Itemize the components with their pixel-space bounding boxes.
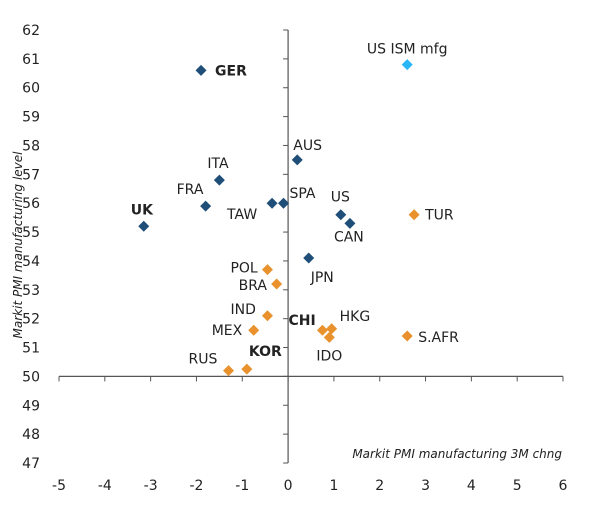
point-label-ita: ITA bbox=[207, 156, 229, 172]
data-point-ger bbox=[195, 64, 207, 76]
data-point-us bbox=[335, 209, 347, 221]
data-point-can bbox=[344, 217, 356, 229]
data-point-us-ism-mfg bbox=[401, 59, 413, 71]
data-point-pol bbox=[261, 264, 273, 276]
point-label-ido: IDO bbox=[316, 348, 342, 364]
data-point-fra bbox=[200, 200, 212, 212]
x-tick-label: 4 bbox=[467, 478, 476, 494]
y-tick-label: 60 bbox=[22, 81, 40, 97]
point-label-mex: MEX bbox=[212, 323, 243, 339]
data-point-kor bbox=[241, 363, 253, 375]
x-axis-title: Markit PMI manufacturing 3M chng bbox=[352, 447, 562, 461]
y-tick-label: 48 bbox=[22, 427, 40, 443]
x-tick-label: -3 bbox=[144, 478, 158, 494]
point-label-pol: POL bbox=[230, 261, 257, 277]
data-point-jpn bbox=[303, 252, 315, 264]
x-tick-label: 5 bbox=[513, 478, 522, 494]
y-tick-label: 51 bbox=[22, 341, 40, 357]
point-label-bra: BRA bbox=[239, 278, 268, 294]
point-label-hkg: HKG bbox=[340, 309, 371, 325]
data-point-hkg bbox=[326, 323, 338, 335]
y-tick-label: 57 bbox=[22, 167, 40, 183]
y-tick-label: 62 bbox=[22, 23, 40, 39]
data-point-s-afr bbox=[401, 330, 413, 342]
point-label-taw: TAW bbox=[226, 207, 257, 223]
y-tick-label: 53 bbox=[22, 283, 40, 299]
point-label-jpn: JPN bbox=[310, 270, 334, 286]
x-tick-label: -2 bbox=[189, 478, 203, 494]
y-tick-label: 55 bbox=[22, 225, 40, 241]
point-label-can: CAN bbox=[334, 229, 364, 245]
point-label-s-afr: S.AFR bbox=[418, 330, 459, 346]
data-point-chi bbox=[316, 324, 328, 336]
point-label-kor: KOR bbox=[249, 344, 282, 360]
point-label-uk: UK bbox=[131, 202, 154, 218]
x-tick-label: 2 bbox=[375, 478, 384, 494]
y-tick-label: 54 bbox=[22, 254, 40, 270]
data-point-ido bbox=[323, 331, 335, 343]
point-label-rus: RUS bbox=[189, 352, 218, 368]
data-point-ind bbox=[261, 310, 273, 322]
x-tick-label: 3 bbox=[421, 478, 430, 494]
point-label-fra: FRA bbox=[177, 182, 204, 198]
y-tick-label: 49 bbox=[22, 398, 40, 414]
y-tick-label: 50 bbox=[22, 369, 40, 385]
y-tick-label: 56 bbox=[22, 196, 40, 212]
data-point-rus bbox=[223, 365, 235, 377]
data-point-aus bbox=[291, 154, 303, 166]
point-label-aus: AUS bbox=[293, 138, 322, 154]
point-label-chi: CHI bbox=[288, 313, 315, 329]
x-tick-label: 6 bbox=[559, 478, 568, 494]
point-label-spa: SPA bbox=[290, 186, 316, 202]
axes bbox=[58, 29, 564, 464]
data-point-bra bbox=[271, 278, 283, 290]
point-label-ind: IND bbox=[230, 302, 255, 318]
x-tick-label: 0 bbox=[284, 478, 293, 494]
data-point-ita bbox=[213, 174, 225, 186]
x-tick-label: -4 bbox=[98, 478, 112, 494]
x-tick-label: 1 bbox=[329, 478, 338, 494]
data-point-tur bbox=[408, 209, 420, 221]
x-tick-label: -5 bbox=[52, 478, 66, 494]
y-tick-label: 58 bbox=[22, 138, 40, 154]
data-point-taw bbox=[266, 197, 278, 209]
point-label-ger: GER bbox=[215, 63, 247, 79]
point-label-us-ism-mfg: US ISM mfg bbox=[367, 42, 448, 58]
y-axis-title: Markit PMI manufacturing level bbox=[11, 151, 25, 339]
point-label-tur: TUR bbox=[424, 208, 454, 224]
data-point-spa bbox=[278, 197, 290, 209]
y-tick-label: 61 bbox=[22, 52, 40, 68]
x-tick-label: -1 bbox=[235, 478, 249, 494]
data-point-mex bbox=[248, 324, 260, 336]
data-points bbox=[138, 59, 420, 377]
y-tick-label: 52 bbox=[22, 312, 40, 328]
point-label-us: US bbox=[331, 190, 350, 206]
y-tick-label: 59 bbox=[22, 110, 40, 126]
data-point-uk bbox=[138, 220, 150, 232]
y-tick-label: 47 bbox=[22, 456, 40, 472]
